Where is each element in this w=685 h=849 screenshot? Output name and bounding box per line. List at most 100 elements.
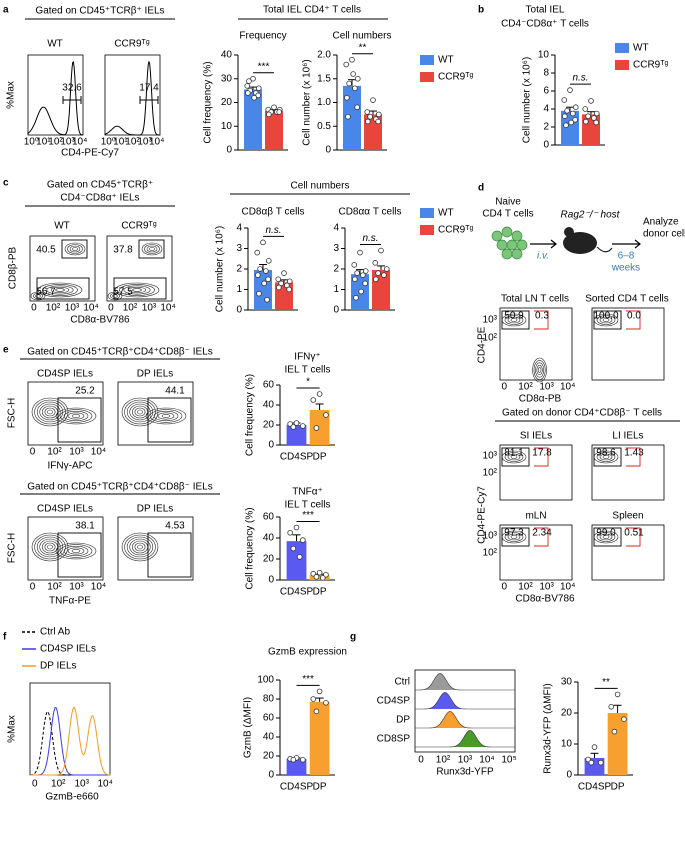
contour	[67, 412, 85, 420]
bar	[244, 89, 262, 150]
data-point	[255, 272, 261, 278]
y-tick-label: 40	[221, 50, 233, 61]
gate	[61, 239, 88, 259]
x-tick-label: 10⁴	[91, 582, 106, 593]
x-tick-label: 10³	[75, 779, 90, 790]
label: 10²	[483, 468, 498, 479]
contour	[39, 403, 61, 421]
panel-label: b	[478, 5, 484, 16]
plot-frame	[591, 524, 665, 581]
contour	[161, 414, 171, 418]
data-point	[591, 115, 597, 121]
cell-icon	[506, 239, 518, 251]
data-point	[572, 117, 578, 123]
panel-label: a	[3, 5, 9, 16]
gate-value: 97.3	[504, 528, 524, 539]
y-tick-label: 30	[561, 677, 573, 688]
group-title: Cell numbers	[291, 181, 350, 192]
data-point	[257, 266, 263, 272]
gate	[626, 527, 641, 547]
contour	[35, 294, 41, 298]
y-tick-label: 0	[268, 575, 274, 586]
plot-frame	[27, 54, 84, 136]
contour	[46, 285, 74, 295]
data-point	[323, 699, 329, 706]
y-axis-title: Runx3d-YFP (ΔMFI)	[543, 683, 554, 773]
cell-icon	[491, 230, 503, 242]
data-point	[276, 109, 282, 115]
y-tick-label: 60	[263, 380, 275, 391]
data-point	[593, 110, 600, 117]
bar	[309, 575, 330, 580]
contour	[67, 547, 85, 555]
gate	[147, 397, 192, 443]
contour	[124, 399, 156, 425]
contour	[510, 318, 518, 322]
legend-swatch	[615, 43, 629, 53]
gate-value: 99.0	[596, 528, 616, 539]
gate-value: 0.3	[535, 311, 549, 322]
label: 10³	[483, 451, 498, 462]
plot-title: DP IELs	[137, 504, 174, 515]
y-axis-title: GzmB (ΔMFI)	[243, 697, 254, 758]
x-tick-label: 10⁴	[83, 303, 98, 314]
gate	[57, 397, 102, 443]
label: 10²	[483, 333, 498, 344]
gate	[593, 527, 622, 547]
gate-title: Gated on CD45⁺TCRβ⁺	[47, 180, 153, 191]
data-point	[621, 716, 627, 722]
group-title: Total IEL CD4⁺ T cells	[263, 5, 361, 16]
contour	[44, 542, 56, 552]
x-tick-label: 10²	[46, 303, 61, 314]
y-tick-label: 1.0	[317, 97, 331, 108]
y-axis-title: Cell number (x 10⁶)	[302, 59, 313, 145]
bar	[286, 425, 307, 445]
cell-icon	[511, 230, 523, 242]
data-point	[352, 276, 358, 283]
x-tick-label: 10⁵	[501, 755, 516, 766]
data-point	[245, 90, 251, 96]
x-tick-label: DP	[313, 782, 327, 793]
data-point	[323, 412, 329, 418]
histogram	[415, 730, 515, 748]
data-point	[378, 247, 384, 254]
data-point	[362, 268, 369, 274]
bar	[286, 541, 307, 580]
contour	[126, 536, 154, 558]
data-point	[255, 85, 262, 92]
bar	[286, 758, 307, 775]
legend-swatch	[420, 72, 434, 82]
x-tick-label: 10²	[47, 447, 62, 458]
contour	[59, 544, 93, 558]
y-tick-label: 1	[236, 284, 242, 295]
contour	[71, 549, 81, 553]
label: i.v.	[537, 251, 549, 262]
gate	[36, 277, 90, 300]
gate	[501, 447, 530, 467]
contour	[124, 534, 156, 560]
gate	[113, 277, 167, 300]
x-tick-label: 10²	[125, 137, 140, 148]
contour	[121, 532, 159, 562]
data-point	[357, 249, 363, 256]
gate-title: Gated on CD45⁺TCRβ⁺CD4⁺CD8β⁻ IELs	[27, 482, 212, 493]
contour	[121, 397, 159, 427]
data-point	[290, 545, 297, 552]
contour	[532, 357, 547, 383]
data-point	[358, 288, 364, 295]
contour	[149, 247, 155, 251]
x-tick-label: 10³	[69, 447, 84, 458]
panel-title: Total IEL	[526, 5, 565, 16]
contour	[63, 545, 89, 557]
label: donor cells	[643, 229, 685, 240]
data-point	[572, 104, 579, 110]
legend-swatch	[615, 60, 629, 70]
data-point	[372, 260, 379, 266]
contour	[153, 410, 179, 422]
y-axis-title: Cell frequency (%)	[245, 374, 256, 456]
data-point	[261, 280, 267, 287]
legend-swatch	[420, 225, 434, 235]
data-point	[300, 756, 306, 763]
gate-value: 38.1	[75, 521, 95, 532]
legend-label: WT	[438, 55, 454, 66]
